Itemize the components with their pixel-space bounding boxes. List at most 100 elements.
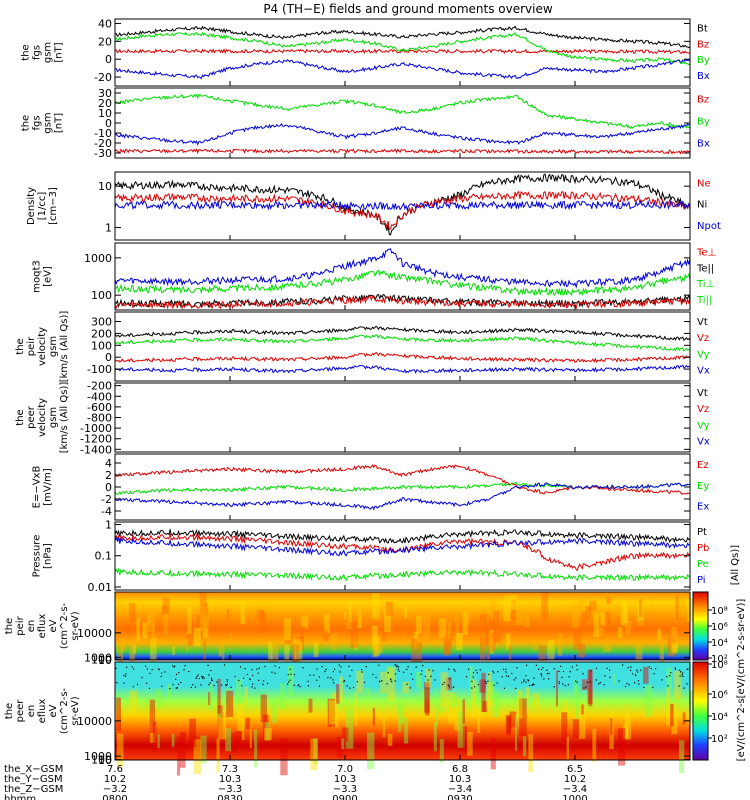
- spectrogram-dot: [626, 682, 628, 685]
- spectrogram-streak: [371, 625, 378, 650]
- spectrogram-dot: [387, 672, 389, 674]
- spectrogram-dot: [262, 683, 264, 686]
- spectrogram-streak: [162, 597, 170, 614]
- spectrogram-dot: [576, 681, 578, 683]
- spectrogram-dot: [325, 668, 327, 671]
- spectrogram-streak: [226, 690, 234, 718]
- spectrogram-streak: [456, 633, 464, 647]
- spectrogram-dot: [513, 679, 515, 681]
- y-tick-label: 100: [91, 754, 112, 767]
- spectrogram-fill: [115, 662, 690, 760]
- legend-entry: Pb: [697, 543, 709, 554]
- y-tick-label: 100: [91, 654, 112, 667]
- spectrogram-dot: [655, 668, 657, 670]
- spectrogram-streak: [479, 613, 487, 623]
- series-line-Npot: [114, 199, 691, 212]
- x-tick-label: 7.3: [222, 764, 238, 775]
- legend-entry: Pe: [697, 559, 709, 570]
- spectrogram-dot: [590, 669, 592, 672]
- spectrogram-dot: [391, 681, 393, 683]
- spectrogram-dot: [562, 683, 564, 685]
- spectrogram-dot: [546, 669, 548, 671]
- spectrogram-streak: [129, 690, 138, 715]
- spectrogram-streak: [639, 599, 643, 618]
- spectrogram-dot: [332, 679, 334, 681]
- y-tick-label: 10000: [77, 715, 112, 728]
- y-axis-label-line: [cm−3]: [48, 187, 59, 225]
- y-axis-label-line: en: [26, 620, 37, 633]
- spectrogram-dot: [239, 666, 242, 668]
- spectrogram-streak: [341, 738, 345, 750]
- spectrogram-dot: [667, 685, 669, 687]
- spectrogram-dot: [650, 667, 652, 670]
- series-line-Pi: [114, 536, 691, 557]
- y-tick-label: 0.1: [95, 550, 113, 563]
- legend-entry: Vy: [697, 349, 710, 360]
- spectrogram-streak: [176, 736, 181, 776]
- spectrogram-dot: [324, 670, 326, 673]
- spectrogram-streak: [617, 728, 626, 766]
- spectrogram-streak: [494, 626, 501, 643]
- spectrogram-dot: [531, 684, 533, 686]
- spectrogram-dot: [197, 674, 199, 676]
- spectrogram-dot: [365, 666, 367, 668]
- panel-frame: [114, 171, 691, 241]
- spectrogram-dot: [203, 677, 205, 679]
- spectrogram-streak: [356, 670, 364, 693]
- spectrogram-dot: [442, 683, 444, 686]
- spectrogram-dot: [175, 678, 177, 680]
- spectrogram-streak: [670, 703, 674, 727]
- series-line-Vt: [114, 325, 691, 342]
- y-axis-label-line: [nT]: [54, 42, 65, 62]
- spectrogram-dot: [432, 670, 434, 672]
- spectrogram-dot: [484, 681, 486, 683]
- y-tick-label: 20: [98, 35, 112, 48]
- spectrogram-dot: [532, 683, 534, 686]
- spectrogram-dot: [535, 664, 538, 666]
- spectrogram-dot: [683, 687, 685, 689]
- series-line-Ti⊥: [114, 248, 691, 289]
- spectrogram-dot: [412, 678, 414, 680]
- spectrogram-dot: [443, 681, 445, 684]
- spectrogram-dot: [686, 683, 688, 685]
- spectrogram-streak: [670, 627, 678, 654]
- spectrogram-streak: [402, 681, 409, 694]
- y-tick-label: 10: [98, 107, 112, 120]
- spectrogram-streak: [592, 728, 597, 763]
- spectrogram-streak: [678, 740, 685, 774]
- spectrogram-dot: [349, 687, 351, 689]
- y-tick-label: 0.01: [88, 581, 113, 594]
- spectrogram-streak: [622, 723, 629, 739]
- x-tick-label: 0930: [447, 794, 472, 800]
- spectrogram-streak: [216, 738, 220, 773]
- spectrogram-streak: [490, 738, 496, 770]
- spectrogram-streak: [225, 688, 230, 704]
- spectrogram-dot: [631, 673, 634, 675]
- x-tick-label: 7.6: [107, 764, 123, 775]
- legend-entry: Vy: [697, 420, 710, 431]
- spectrogram-dot: [230, 686, 232, 688]
- spectrogram-dot: [540, 668, 543, 671]
- spectrogram-dot: [583, 687, 585, 689]
- spectrogram-streak: [522, 736, 527, 757]
- spectrogram-dot: [406, 668, 408, 671]
- spectrogram-dot: [403, 671, 405, 673]
- spectrogram-streak: [117, 642, 124, 668]
- spectrogram-streak: [687, 598, 695, 622]
- x-tick-label: 10.3: [334, 774, 356, 785]
- panel-8: 0.01 0.1 1 Pressure [nPa] Pt Pb Pe Pi: [32, 518, 710, 593]
- spectrogram-dot: [506, 675, 508, 677]
- y-tick-label: -400: [87, 390, 112, 403]
- spectrogram-dot: [648, 666, 651, 668]
- spectrogram-streak: [487, 672, 492, 707]
- spectrogram-streak: [348, 600, 352, 622]
- spectrogram-streak: [415, 671, 423, 688]
- spectrogram-dot: [543, 678, 545, 680]
- y-axis-label-line: sr-eV): [70, 696, 81, 725]
- spectrogram-dot: [172, 665, 174, 667]
- spectrogram-dot: [502, 668, 505, 670]
- spectrogram-dot: [686, 668, 688, 670]
- spectrogram-dot: [220, 684, 223, 686]
- spectrogram-streak: [624, 604, 629, 623]
- spectrogram-streak: [336, 684, 340, 704]
